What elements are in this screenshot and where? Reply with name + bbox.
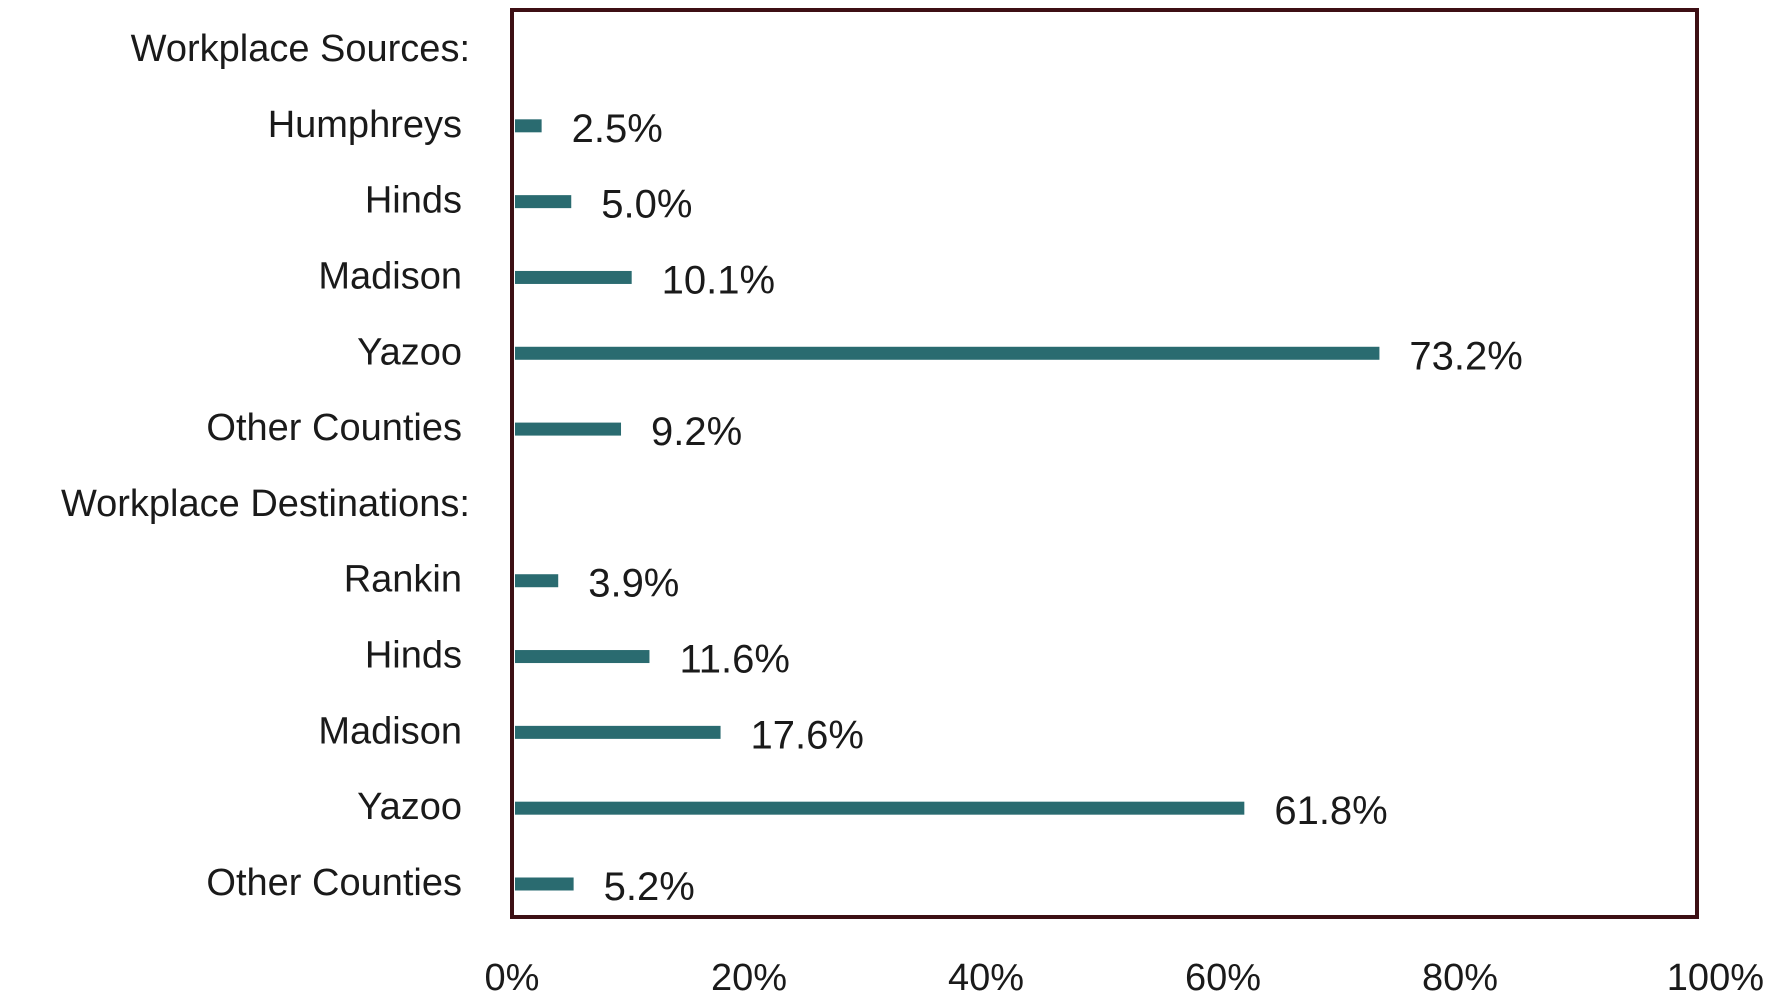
labels-layer: Workplace Sources: Humphreys 2.5% Hinds 5.0%… <box>61 28 1523 909</box>
bar <box>515 650 650 664</box>
data-label: 11.6% <box>679 638 789 682</box>
bar <box>515 422 622 436</box>
x-tick-label: 80% <box>1422 957 1498 995</box>
category-label: Hinds <box>365 180 462 222</box>
category-label: Rankin <box>344 559 462 601</box>
group-header-label: Workplace Destinations: <box>61 483 470 525</box>
plot-frame <box>510 8 1699 919</box>
bar <box>515 574 559 588</box>
bars-layer <box>515 119 1380 891</box>
x-tick-label: 0% <box>485 957 540 995</box>
category-label: Yazoo <box>357 786 462 828</box>
bar <box>515 195 572 209</box>
ticks-layer: 0% 20% 40% 60% 80% 100% <box>485 957 1764 995</box>
data-label: 9.2% <box>651 410 742 454</box>
bar <box>515 725 721 739</box>
category-label: Madison <box>318 255 462 297</box>
x-tick-label: 40% <box>948 957 1024 995</box>
x-tick-label: 20% <box>711 957 787 995</box>
data-label: 61.8% <box>1274 789 1387 833</box>
bar <box>515 877 574 891</box>
category-label: Madison <box>318 710 462 752</box>
data-label: 10.1% <box>662 258 775 302</box>
bar <box>515 270 632 284</box>
category-label: Yazoo <box>357 331 462 373</box>
category-label: Hinds <box>365 635 462 677</box>
bar <box>515 119 542 133</box>
bar <box>515 346 1380 360</box>
group-header-label: Workplace Sources: <box>131 28 470 70</box>
data-label: 5.0% <box>601 183 692 227</box>
category-label: Humphreys <box>268 104 462 146</box>
x-tick-label: 100% <box>1667 957 1764 995</box>
data-label: 73.2% <box>1409 334 1522 378</box>
category-label: Other Counties <box>206 862 462 904</box>
category-label: Other Counties <box>206 407 462 449</box>
data-label: 5.2% <box>604 865 695 909</box>
x-tick-label: 60% <box>1185 957 1261 995</box>
data-label: 17.6% <box>751 713 864 757</box>
data-label: 3.9% <box>588 562 679 606</box>
bar <box>515 801 1245 815</box>
data-label: 2.5% <box>572 107 663 151</box>
